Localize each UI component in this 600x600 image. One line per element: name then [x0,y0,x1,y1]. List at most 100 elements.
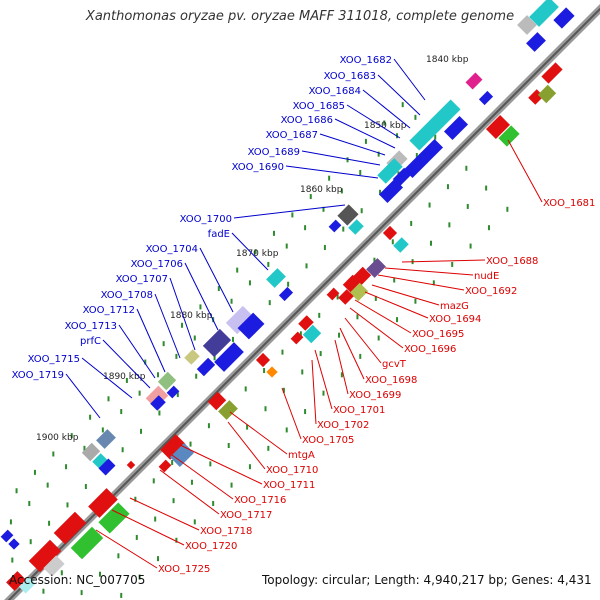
gene-minus [126,460,136,470]
grid-dot [305,263,308,269]
gene-plus [348,219,364,235]
label-leader [364,291,429,319]
grid-dot [138,390,141,396]
gene-plus [81,442,101,462]
gene-minus [266,366,278,378]
grid-dot [207,423,210,429]
grid-dot [154,516,157,522]
grid-dot [11,557,14,563]
label-leader [377,274,465,291]
gene-minus [338,289,354,305]
label-leader [111,509,185,546]
kbp-tick-label: 1850 kbp [364,121,407,131]
grid-dot [157,556,160,562]
grid-dot [446,184,449,190]
gene-label-plus: XOO_1715 [28,354,80,365]
grid-dot [121,447,124,453]
gene-plus [392,167,412,187]
grid-dot [175,537,178,543]
grid-dot [15,488,18,494]
gene-minus [53,511,87,545]
map-title: Xanthomonas oryzae pv. oryzae MAFF 31101… [85,9,515,24]
gene-plus [418,138,444,164]
grid-dot [29,539,32,545]
gene-plus [526,32,546,52]
grid-dot [338,332,341,338]
grid-dot [172,498,175,504]
label-leader [301,150,381,166]
gene-label-minus: gcvT [382,359,407,370]
grid-dot [84,484,87,490]
grid-dot [487,225,490,231]
grid-dot [125,377,128,383]
label-leader [184,262,219,331]
grid-dot [415,153,418,159]
gene-label-plus: XOO_1704 [146,244,198,255]
grid-dot [189,441,192,447]
grid-dot [48,520,51,526]
gene-label-plus: XOO_1689 [248,147,300,158]
gene-plus [429,99,461,131]
gene-plus [478,90,494,106]
grid-dot [432,280,435,286]
grid-dot [401,102,404,108]
gene-plus [0,529,14,543]
gene-label-minus: XOO_1710 [266,465,318,476]
grid-dot [373,257,376,263]
grid-dot [236,267,239,273]
label-leader [377,74,421,116]
grid-dot [323,244,326,250]
gene-label-minus: XOO_1725 [158,564,210,575]
gene-minus [28,539,62,573]
grid-track [120,206,509,598]
gene-minus [498,125,520,147]
grid-dot [448,222,451,228]
grid-dot [410,220,413,226]
grid-dot [33,469,36,475]
gene-minus [43,555,65,577]
grid-dot [264,406,267,412]
grid-dot [318,312,321,318]
grid-dot [246,424,249,430]
label-leader [344,317,382,364]
gene-label-minus: XOO_1705 [302,435,354,446]
grid-dot [66,502,69,508]
gene-label-plus: XOO_1700 [180,214,232,225]
gene-label-plus: prfC [80,336,101,347]
gene-label-plus: XOO_1706 [131,259,183,270]
label-leader [281,387,302,440]
gene-plus [337,204,359,226]
gene-plus [202,328,232,358]
gene-label-minus: XOO_1717 [220,510,272,521]
grid-dot [391,239,394,245]
grid-dot [181,322,184,328]
label-leader [81,357,133,399]
label-leader [384,267,474,276]
label-leader [159,469,220,515]
gene-plus [18,576,36,594]
label-leader [233,204,346,219]
label-leader [401,259,486,263]
label-leader [231,232,269,271]
gene-minus [207,391,227,411]
grid-dot [281,349,284,355]
label-leader [507,139,543,203]
grid-dot [272,230,275,236]
gene-label-plus: XOO_1707 [116,274,168,285]
grid-dot [9,519,12,525]
gene-minus [342,274,362,294]
gene-label-plus: XOO_1708 [101,290,153,301]
grid-dot [309,194,312,200]
label-leader [154,293,181,359]
gene-label-minus: XOO_1696 [404,344,456,355]
grid-dot [152,478,155,484]
grid-dot [379,189,382,195]
gene-label-plus: XOO_1684 [309,86,361,97]
gene-plus [214,342,244,372]
grid-dot [414,114,417,120]
grid-dot [157,372,160,378]
grid-dot [193,519,196,525]
grid-dot [336,294,339,300]
gene-plus [237,312,265,340]
